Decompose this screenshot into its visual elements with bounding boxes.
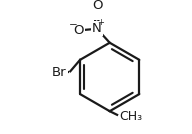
Text: +: + [97, 18, 104, 27]
Text: O: O [92, 0, 102, 12]
Text: N: N [92, 22, 101, 35]
Text: Br: Br [52, 66, 67, 79]
Text: O: O [73, 24, 84, 37]
Text: −: − [69, 20, 78, 30]
Text: CH₃: CH₃ [120, 110, 143, 123]
